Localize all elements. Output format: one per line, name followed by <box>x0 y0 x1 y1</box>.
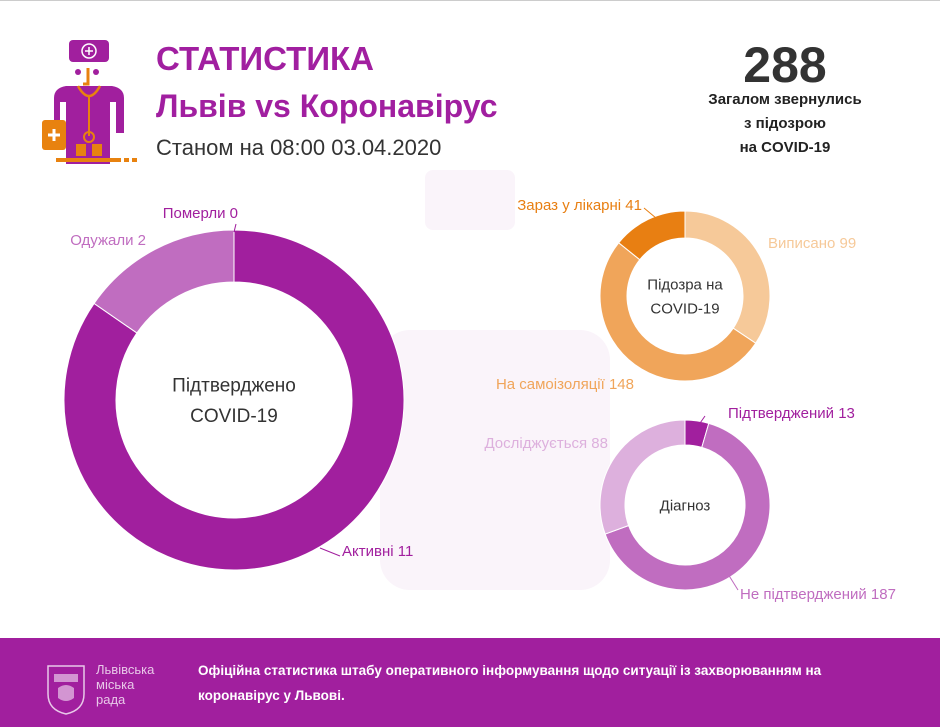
donut-center-label: COVID-19 <box>190 406 278 427</box>
page-subtitle: Львів vs Коронавірус <box>156 88 498 124</box>
donut-slice <box>63 229 405 571</box>
donut-slice <box>599 242 757 382</box>
total-label: Загалом звернулись з підозрою на COVID-1… <box>690 88 880 160</box>
leader-line <box>643 207 657 219</box>
logo-line: рада <box>96 692 126 707</box>
slice-label: Померли 0 <box>163 205 238 222</box>
total-value: 288 <box>743 37 827 93</box>
city-council-name: Львівська міська рада <box>96 662 154 707</box>
watermark-icon <box>380 170 610 590</box>
logo-line: міська <box>96 677 135 692</box>
total-label-line: з підозрою <box>744 115 826 132</box>
top-border <box>0 0 940 1</box>
donut-slice <box>618 210 686 261</box>
donut-center-label: Підозра на <box>647 276 723 293</box>
city-council-crest-icon <box>47 665 85 715</box>
charts-canvas: Активні 11 Померли 0 Одужали 2 Підтверджено… <box>63 170 896 603</box>
footer-text: Офіційна статистика штабу оперативного і… <box>198 663 822 703</box>
leader-line <box>233 223 237 233</box>
leader-line <box>319 547 341 557</box>
footer: Львівська міська рада Офіційна статистик… <box>0 638 940 727</box>
donut-slice <box>93 229 235 334</box>
slice-label: Зараз у лікарні 41 <box>517 197 642 214</box>
slice-label: Не підтверджений 187 <box>740 586 896 603</box>
leader-line <box>697 415 706 427</box>
donut-center-label: Підтверджено <box>172 375 296 396</box>
slice-label: Активні 11 <box>342 543 413 560</box>
slice-label: Досліджується 88 <box>484 435 608 452</box>
donut-slice <box>604 422 771 591</box>
as-of-date: Станом на 08:00 03.04.2020 <box>156 135 442 160</box>
total-label-line: на COVID-19 <box>739 139 831 156</box>
total-label-line: Загалом звернулись <box>708 91 862 108</box>
donut-center-label: COVID-19 <box>650 300 719 317</box>
slice-label: На самоізоляції 148 <box>496 376 634 393</box>
slice-label: Підтверджений 13 <box>728 405 855 422</box>
slice-label: Одужали 2 <box>70 232 146 249</box>
doctor-logo-icon <box>42 40 137 164</box>
leader-line <box>727 573 739 591</box>
page-title: СТАТИСТИКА <box>156 40 375 77</box>
slice-label: Виписано 99 <box>768 235 856 252</box>
logo-line: Львівська <box>96 662 155 677</box>
donut-slice <box>599 419 686 535</box>
donut-center-label: Діагноз <box>660 497 711 514</box>
